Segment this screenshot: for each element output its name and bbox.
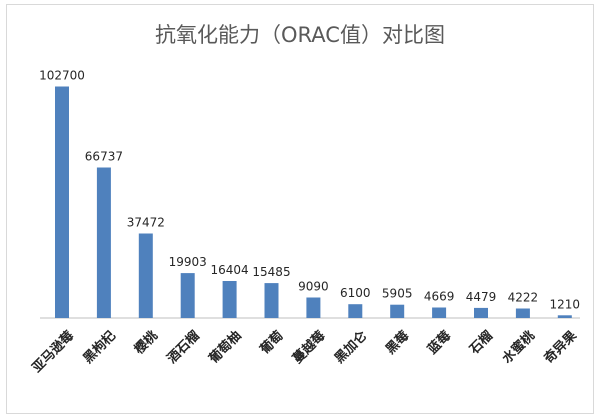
value-label-7: 6100 <box>340 286 371 300</box>
category-label-0: 亚马逊莓 <box>29 328 77 376</box>
category-label-2: 樱桃 <box>131 328 161 358</box>
bar-6 <box>306 297 321 318</box>
value-label-0: 102700 <box>39 69 85 83</box>
bar-5 <box>264 283 279 318</box>
category-label-3: 酒石榴 <box>164 328 203 367</box>
category-labels-group: 亚马逊莓 黑枸杞 樱桃 酒石榴 葡萄柚 葡萄 蔓越莓 黑加仑 黑莓 蓝莓 石榴 水蜜桃 奇异果 <box>29 327 580 376</box>
bar-12 <box>557 315 572 318</box>
bar-2 <box>138 233 153 318</box>
value-label-1: 66737 <box>85 150 123 164</box>
bar-10 <box>474 307 488 318</box>
bar-9 <box>432 307 447 318</box>
value-label-3: 19903 <box>169 255 207 269</box>
value-label-10: 4479 <box>466 290 497 304</box>
bar-0 <box>55 86 69 318</box>
bar-7 <box>348 304 363 318</box>
category-label-7: 黑加仑 <box>331 327 371 367</box>
category-label-11: 水蜜桃 <box>499 328 538 367</box>
value-label-9: 4669 <box>424 290 455 304</box>
category-label-8: 黑莓 <box>383 328 413 358</box>
value-label-4: 16404 <box>211 263 249 277</box>
bars-group <box>55 86 572 318</box>
category-label-4: 葡萄柚 <box>205 328 245 368</box>
category-label-1: 黑枸杞 <box>80 328 119 367</box>
bar-11 <box>515 308 530 318</box>
bar-4 <box>222 281 237 318</box>
value-label-12: 1210 <box>550 297 581 311</box>
bar-8 <box>390 304 405 318</box>
value-label-11: 4222 <box>508 291 539 305</box>
category-label-9: 蓝莓 <box>424 328 454 358</box>
value-label-6: 9090 <box>298 280 329 294</box>
category-label-6: 蔓越莓 <box>290 328 329 367</box>
value-label-5: 15485 <box>252 265 290 279</box>
value-labels-group: 102700 66737 37472 19903 16404 15485 9090 6100 5… <box>39 69 580 312</box>
bar-1 <box>96 167 111 318</box>
chart-title: 抗氧化能力（ORAC值）对比图 <box>155 23 445 47</box>
category-label-5: 葡萄 <box>256 328 286 358</box>
value-label-8: 5905 <box>382 287 413 301</box>
bar-3 <box>180 273 195 318</box>
value-label-2: 37472 <box>127 216 165 230</box>
category-label-10: 石榴 <box>466 328 496 358</box>
category-label-12: 奇异果 <box>541 328 580 367</box>
